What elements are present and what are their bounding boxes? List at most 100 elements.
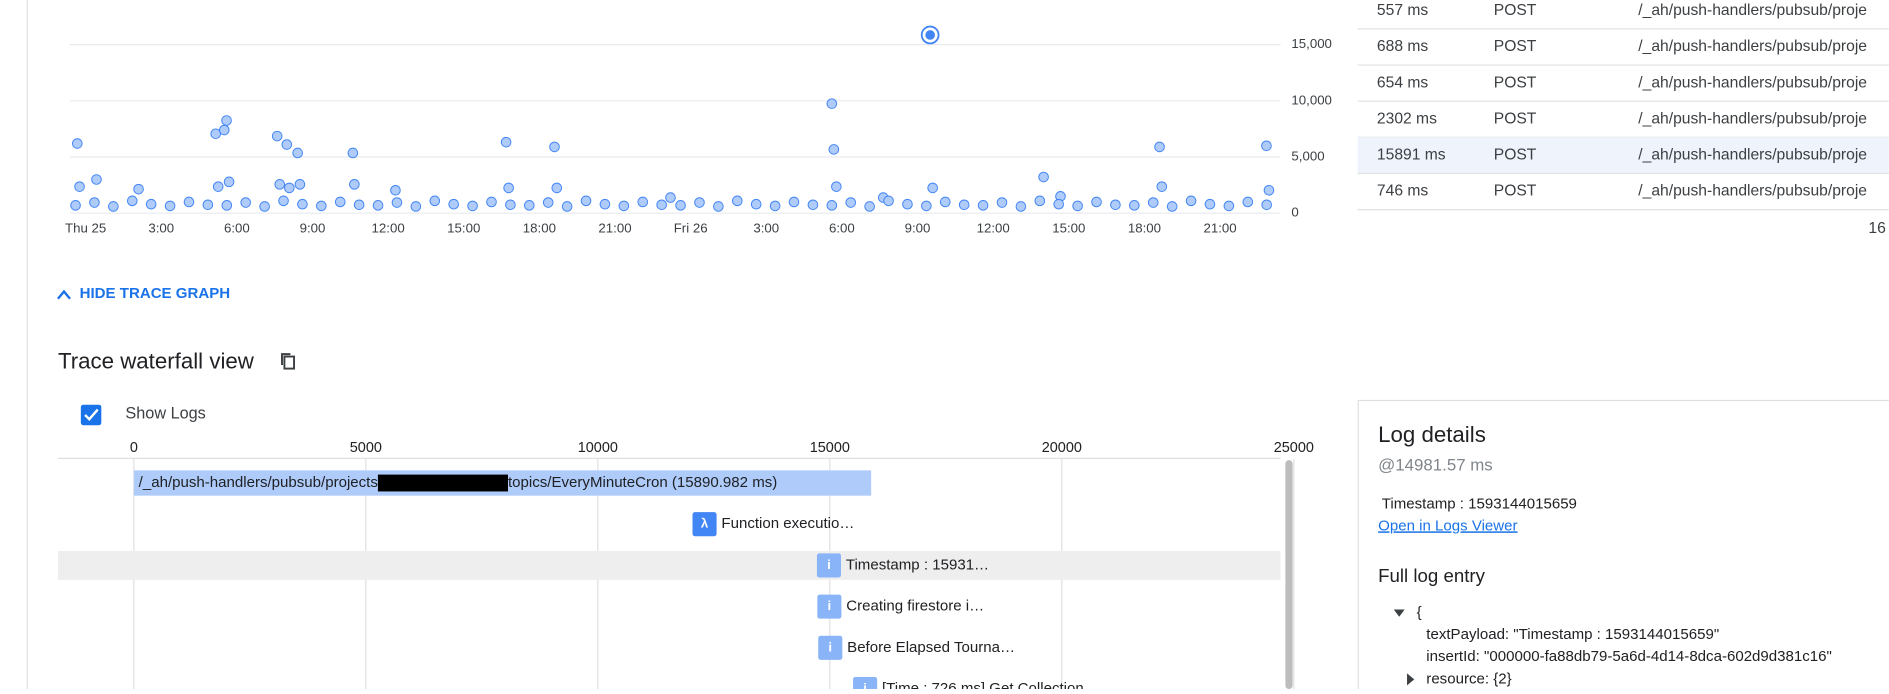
data-point[interactable] — [713, 201, 724, 212]
data-point[interactable] — [1034, 195, 1046, 207]
data-point[interactable] — [223, 176, 235, 188]
json-collapsed[interactable]: resource: {2} — [1426, 670, 1511, 687]
data-point[interactable] — [221, 115, 232, 126]
data-point[interactable] — [486, 196, 497, 208]
copy-icon[interactable] — [281, 353, 296, 370]
data-point[interactable] — [524, 200, 535, 211]
data-point[interactable] — [831, 181, 842, 192]
data-point[interactable] — [89, 197, 100, 208]
data-point[interactable] — [580, 195, 592, 207]
data-point[interactable] — [467, 200, 478, 212]
data-point[interactable] — [70, 200, 81, 211]
cell[interactable]: /_ah/push-handlers/pubsub/proje — [1638, 74, 1867, 91]
row-label[interactable]: Function executio… — [721, 515, 854, 532]
data-point[interactable] — [297, 198, 308, 210]
data-point[interactable] — [1129, 200, 1140, 211]
data-point[interactable] — [292, 147, 303, 159]
data-point[interactable] — [284, 182, 295, 194]
data-point[interactable] — [271, 130, 283, 142]
data-point[interactable] — [826, 200, 838, 211]
data-point[interactable] — [391, 197, 403, 208]
data-point[interactable] — [1156, 181, 1168, 192]
cell[interactable]: /_ah/push-handlers/pubsub/proje — [1638, 110, 1867, 127]
data-point[interactable] — [864, 201, 875, 212]
hide-graph-button[interactable]: HIDE TRACE GRAPH — [80, 285, 230, 302]
data-point[interactable] — [1261, 140, 1272, 152]
logs-link[interactable]: Open in Logs Viewer — [1378, 517, 1517, 534]
data-point[interactable] — [240, 197, 252, 208]
data-point[interactable] — [769, 200, 781, 212]
data-point[interactable] — [1242, 196, 1254, 208]
data-point[interactable] — [1204, 198, 1216, 210]
data-point[interactable] — [1223, 200, 1235, 212]
row-label[interactable]: [Time : 726 ms] Get Collection — [882, 680, 1084, 694]
row-label[interactable]: Before Elapsed Tourna… — [847, 639, 1015, 656]
data-point[interactable] — [826, 98, 838, 109]
data-point[interactable] — [731, 195, 743, 207]
cell[interactable]: /_ah/push-handlers/pubsub/proje — [1638, 147, 1867, 164]
data-point[interactable] — [750, 198, 762, 210]
data-point[interactable] — [675, 200, 686, 211]
data-point[interactable] — [349, 179, 360, 190]
data-point[interactable] — [1110, 199, 1121, 211]
data-point[interactable] — [390, 184, 401, 196]
data-point[interactable] — [108, 201, 119, 212]
data-point[interactable] — [1154, 141, 1165, 153]
checkbox[interactable] — [80, 404, 102, 426]
data-point[interactable] — [1053, 198, 1065, 210]
data-point[interactable] — [347, 147, 359, 159]
icon-bg[interactable] — [818, 635, 843, 660]
data-point[interactable] — [1166, 201, 1178, 212]
data-point[interactable] — [372, 200, 384, 211]
data-point[interactable] — [334, 196, 346, 208]
collapse-arrow[interactable] — [1407, 673, 1415, 686]
data-point[interactable] — [72, 138, 83, 149]
icon-bg[interactable] — [692, 512, 717, 537]
data-point[interactable] — [281, 139, 293, 150]
icon-bg[interactable] — [817, 594, 842, 619]
data-point[interactable] — [656, 199, 667, 211]
data-point[interactable] — [164, 200, 176, 212]
data-point[interactable] — [316, 200, 327, 212]
data-point[interactable] — [259, 201, 270, 212]
data-point[interactable] — [1091, 196, 1102, 208]
data-point[interactable] — [448, 198, 459, 210]
data-point[interactable] — [958, 199, 970, 211]
chevron-up[interactable] — [57, 289, 71, 300]
data-point[interactable] — [74, 181, 85, 192]
row-label[interactable]: Creating firestore i… — [846, 598, 984, 615]
data-point[interactable] — [91, 174, 102, 185]
data-point[interactable] — [505, 199, 516, 211]
data-point[interactable] — [274, 179, 286, 190]
data-point[interactable] — [902, 198, 913, 210]
data-point[interactable] — [126, 195, 138, 207]
expand-arrow[interactable] — [1393, 609, 1405, 617]
data-point[interactable] — [221, 200, 233, 211]
data-point[interactable] — [828, 144, 840, 155]
data-point[interactable] — [845, 197, 857, 208]
data-point[interactable] — [218, 124, 230, 136]
data-point[interactable] — [1261, 199, 1273, 211]
data-point[interactable] — [1185, 195, 1197, 207]
data-point[interactable] — [1038, 171, 1049, 183]
data-point[interactable] — [939, 196, 951, 208]
cell[interactable]: /_ah/push-handlers/pubsub/proje — [1638, 2, 1867, 19]
data-point[interactable] — [1147, 197, 1159, 208]
data-point[interactable] — [637, 196, 649, 208]
data-point[interactable] — [921, 200, 932, 212]
data-point[interactable] — [549, 141, 560, 153]
row-label[interactable]: Timestamp : 15931… — [846, 556, 989, 573]
data-point[interactable] — [145, 198, 157, 210]
data-point[interactable] — [927, 182, 938, 194]
data-point[interactable] — [977, 200, 989, 211]
data-point[interactable] — [500, 136, 512, 148]
data-point[interactable] — [278, 195, 289, 207]
data-point[interactable] — [694, 197, 705, 208]
data-point[interactable] — [551, 182, 563, 194]
cell[interactable]: /_ah/push-handlers/pubsub/proje — [1638, 38, 1867, 55]
data-point[interactable] — [883, 195, 894, 207]
data-point[interactable] — [807, 199, 819, 211]
data-point[interactable] — [183, 196, 195, 208]
data-point[interactable] — [665, 192, 676, 203]
data-point[interactable] — [788, 196, 800, 208]
